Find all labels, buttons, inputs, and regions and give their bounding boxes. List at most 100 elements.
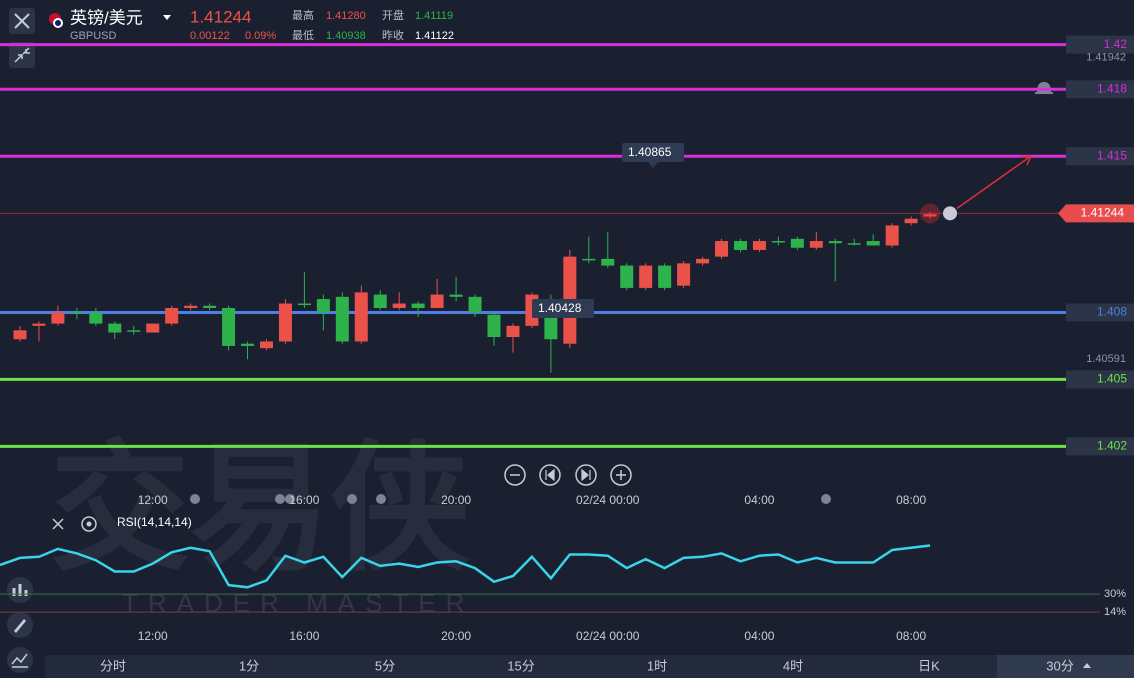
marker-label: 1.40865	[628, 145, 672, 159]
timeframe-tab[interactable]: 30分	[1046, 658, 1073, 673]
level-label-box	[1066, 303, 1134, 322]
candle-body	[373, 294, 387, 308]
candle-body	[203, 305, 217, 308]
chart-tool[interactable]	[7, 647, 33, 673]
stat-label: 开盘	[382, 8, 404, 22]
candle-body	[392, 303, 406, 308]
timeframe-tab[interactable]: 分时	[100, 658, 126, 673]
info-icon[interactable]	[943, 206, 957, 221]
zoom-out-button[interactable]	[504, 464, 526, 486]
candle-body	[259, 341, 273, 349]
candle-body	[582, 258, 596, 261]
stat-label: 最低	[292, 29, 314, 42]
tab-bar	[45, 655, 1134, 678]
x-tick-label: 20:00	[441, 629, 471, 643]
x-tick-label: 12:00	[138, 629, 168, 643]
price-axis	[1066, 0, 1134, 655]
candle-body	[620, 265, 634, 288]
timeframe-tab[interactable]: 4时	[783, 658, 803, 673]
level-label-box	[1066, 80, 1134, 99]
y-tick-label: 30%	[1104, 588, 1126, 600]
candle-body	[184, 305, 198, 308]
marker-box	[622, 143, 684, 162]
tab-arrow	[1083, 663, 1091, 668]
candle-body	[639, 265, 653, 288]
rsi-settings-button[interactable]	[81, 516, 97, 532]
timeframe-tab[interactable]: 日K	[918, 658, 940, 673]
timeframe-tab[interactable]: 5分	[375, 658, 395, 673]
candle-body	[222, 307, 236, 346]
timeframe-tab[interactable]: 1分	[239, 658, 259, 673]
candle-body	[13, 330, 27, 340]
draw-tool[interactable]	[7, 612, 33, 638]
candle-body	[354, 292, 368, 342]
indicator-tool[interactable]	[7, 577, 33, 603]
watermark-title: 交易侠	[50, 430, 471, 587]
pair-name[interactable]: 英镑/美元	[70, 8, 143, 27]
level-label: 1.405	[1097, 372, 1127, 386]
stat-value: 1.41280	[326, 10, 366, 22]
candle-body	[677, 263, 691, 286]
candle-body	[658, 265, 672, 288]
last-price-glow	[920, 203, 941, 224]
candle-body	[715, 241, 729, 257]
event-dots	[190, 494, 831, 504]
level-label: 1.408	[1097, 305, 1127, 319]
level-label: 1.402	[1097, 439, 1127, 453]
rsi-line	[0, 544, 931, 589]
marker-label: 1.40428	[538, 301, 582, 315]
candle-body	[241, 343, 255, 346]
timeframe-tab[interactable]: 1时	[647, 658, 667, 673]
candle-body	[278, 303, 292, 342]
trend-arrowhead	[1020, 155, 1032, 166]
scroll-end-button[interactable]	[575, 464, 597, 486]
level-label-box	[1066, 35, 1134, 54]
candle-body	[468, 296, 482, 313]
x-tick-label: 04:00	[744, 629, 774, 643]
close-button[interactable]	[9, 8, 35, 34]
candle-body	[885, 225, 899, 246]
extreme-label: 1.41942	[1086, 51, 1126, 63]
watermark-subtitle: TRADER MASTER	[122, 588, 474, 618]
stat-value: 1.41119	[415, 10, 453, 22]
marker-pointer	[648, 162, 658, 168]
stat-value: 1.41122	[415, 30, 454, 42]
dropdown-icon[interactable]	[163, 15, 171, 20]
candle-body	[904, 218, 918, 224]
candle-body	[923, 214, 937, 217]
price-change: 0.00122	[190, 30, 230, 42]
x-tick-label: 16:00	[289, 629, 319, 643]
candle-body	[32, 323, 46, 326]
last-price-box	[1058, 204, 1134, 223]
y-tick-label: 14%	[1104, 606, 1126, 618]
level-label: 1.42	[1104, 37, 1128, 51]
collapse-button[interactable]	[9, 42, 35, 68]
rsi-label: RSI(14,14,14)	[117, 515, 192, 529]
candle-body	[108, 323, 122, 333]
candle-body	[847, 243, 861, 245]
x-tick-label: 02/24 00:00	[576, 629, 640, 643]
level-label: 1.418	[1097, 81, 1127, 95]
zoom-in-button[interactable]	[610, 464, 632, 486]
candle-body	[449, 294, 463, 297]
candle-body	[127, 330, 141, 332]
rsi-close-button[interactable]	[52, 518, 64, 530]
candle-body	[411, 303, 425, 308]
scroll-start-button[interactable]	[539, 464, 561, 486]
candle-body	[790, 238, 804, 248]
price-change-pct: 0.09%	[245, 30, 276, 42]
timeframe-tab[interactable]: 15分	[507, 658, 534, 673]
candle-body	[487, 314, 501, 338]
pair-symbol: GBPUSD	[70, 30, 117, 42]
candle-body	[316, 299, 330, 313]
candle-body	[146, 323, 160, 333]
candle-body	[297, 303, 311, 306]
candle-body	[696, 258, 710, 264]
level-label-box	[1066, 370, 1134, 389]
x-tick-label: 12:00	[138, 493, 168, 507]
extreme-label: 1.40591	[1086, 353, 1126, 365]
candle-body	[809, 241, 823, 248]
flag-icon	[49, 13, 63, 28]
